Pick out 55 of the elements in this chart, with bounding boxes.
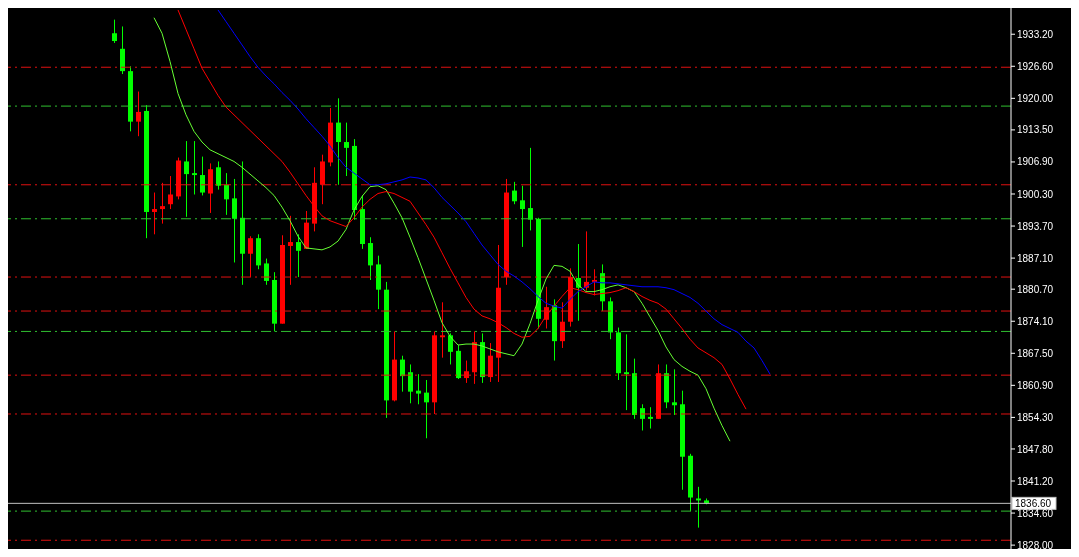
candlestick xyxy=(368,236,373,281)
candlestick xyxy=(200,156,205,196)
candlestick xyxy=(424,379,429,439)
candlestick xyxy=(344,122,349,177)
candlestick xyxy=(512,181,517,205)
y-tick-label: 1874.10 xyxy=(1017,315,1054,327)
candlestick xyxy=(408,363,413,404)
y-tick-label: 1893.70 xyxy=(1017,220,1054,232)
y-tick-label: 1867.50 xyxy=(1017,347,1054,359)
candlestick xyxy=(296,233,301,278)
candlestick xyxy=(520,185,525,248)
candlestick xyxy=(648,406,653,430)
candlestick xyxy=(624,333,629,411)
candlestick xyxy=(248,235,253,278)
candlestick xyxy=(440,301,445,359)
candlestick xyxy=(488,342,493,383)
line-series xyxy=(177,9,747,410)
y-tick-label: 1860.90 xyxy=(1017,379,1054,391)
candlestick xyxy=(112,19,117,44)
candlestick xyxy=(528,147,533,231)
y-tick-label: 1887.10 xyxy=(1017,252,1054,264)
candlestick xyxy=(136,91,141,137)
candlestick xyxy=(168,175,173,210)
line-series xyxy=(153,17,731,442)
y-tick-label: 1913.50 xyxy=(1017,124,1054,136)
candlestick xyxy=(192,140,197,195)
ref-line-label: 1836.60 xyxy=(1015,498,1052,510)
candlestick xyxy=(120,25,125,75)
candlestick xyxy=(216,160,221,191)
candlestick xyxy=(224,172,229,216)
candlestick xyxy=(184,140,189,218)
line-series xyxy=(217,9,771,375)
candlestick xyxy=(560,301,565,349)
candlestick xyxy=(232,178,237,263)
candlestick xyxy=(416,373,421,405)
y-tick-label: 1906.90 xyxy=(1017,156,1054,168)
y-tick-label: 1828.00 xyxy=(1017,539,1054,551)
y-tick-label: 1847.80 xyxy=(1017,443,1054,455)
candlestick xyxy=(288,215,293,286)
candlestick xyxy=(336,97,341,186)
candlestick xyxy=(264,258,269,286)
y-tick-label: 1854.30 xyxy=(1017,411,1054,423)
y-tick-label: 1926.60 xyxy=(1017,60,1054,72)
y-tick-label: 1880.70 xyxy=(1017,283,1054,295)
y-tick-label: 1933.20 xyxy=(1017,28,1054,40)
candlestick xyxy=(672,368,677,416)
candlestick xyxy=(448,332,453,365)
y-tick-label: 1920.00 xyxy=(1017,92,1054,104)
y-tick-label: 1900.30 xyxy=(1017,188,1054,200)
y-tick-label: 1841.20 xyxy=(1017,475,1054,487)
candlestick xyxy=(696,486,701,529)
candlestick xyxy=(320,154,325,205)
candlestick xyxy=(152,192,157,235)
y-tick-label: 1834.60 xyxy=(1017,507,1054,519)
candlestick xyxy=(160,182,165,225)
